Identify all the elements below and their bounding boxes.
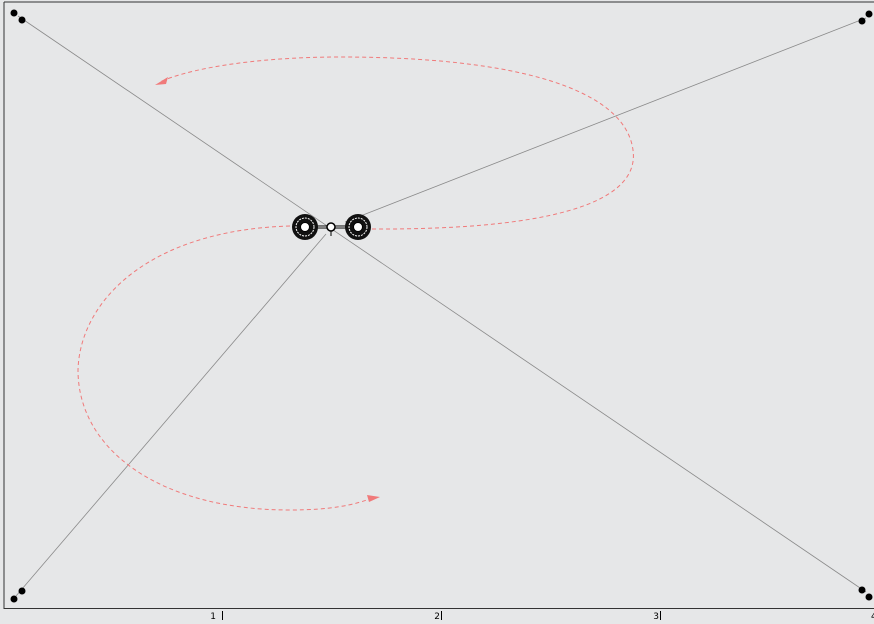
sensor-rays bbox=[15, 15, 867, 597]
ruler-label: 4 bbox=[871, 612, 874, 622]
ruler-label: 1 bbox=[210, 612, 216, 622]
marker bbox=[865, 593, 873, 601]
wheel-hub bbox=[353, 222, 363, 232]
corner-markers bbox=[10, 9, 873, 603]
arrowhead bbox=[155, 77, 168, 85]
marker bbox=[858, 586, 866, 594]
marker bbox=[18, 587, 26, 595]
marker bbox=[858, 17, 866, 25]
arrowhead bbox=[367, 495, 380, 502]
ruler-ticks bbox=[222, 611, 661, 620]
ruler-label: 2 bbox=[434, 612, 440, 622]
robot-center bbox=[326, 222, 336, 232]
marker bbox=[10, 9, 18, 17]
trajectory-upper bbox=[159, 56, 634, 230]
ray bbox=[344, 17, 867, 223]
trajectory-lower bbox=[77, 225, 373, 511]
wheel-tread bbox=[295, 217, 315, 237]
marker bbox=[865, 10, 873, 18]
wheel-tread bbox=[348, 217, 368, 237]
trajectories bbox=[77, 56, 634, 511]
wheel-hub bbox=[300, 222, 310, 232]
marker bbox=[18, 16, 26, 24]
marker bbox=[10, 595, 18, 603]
ray bbox=[17, 15, 867, 593]
robot bbox=[292, 214, 371, 240]
ruler-label: 3 bbox=[653, 612, 659, 622]
ray bbox=[15, 233, 327, 597]
